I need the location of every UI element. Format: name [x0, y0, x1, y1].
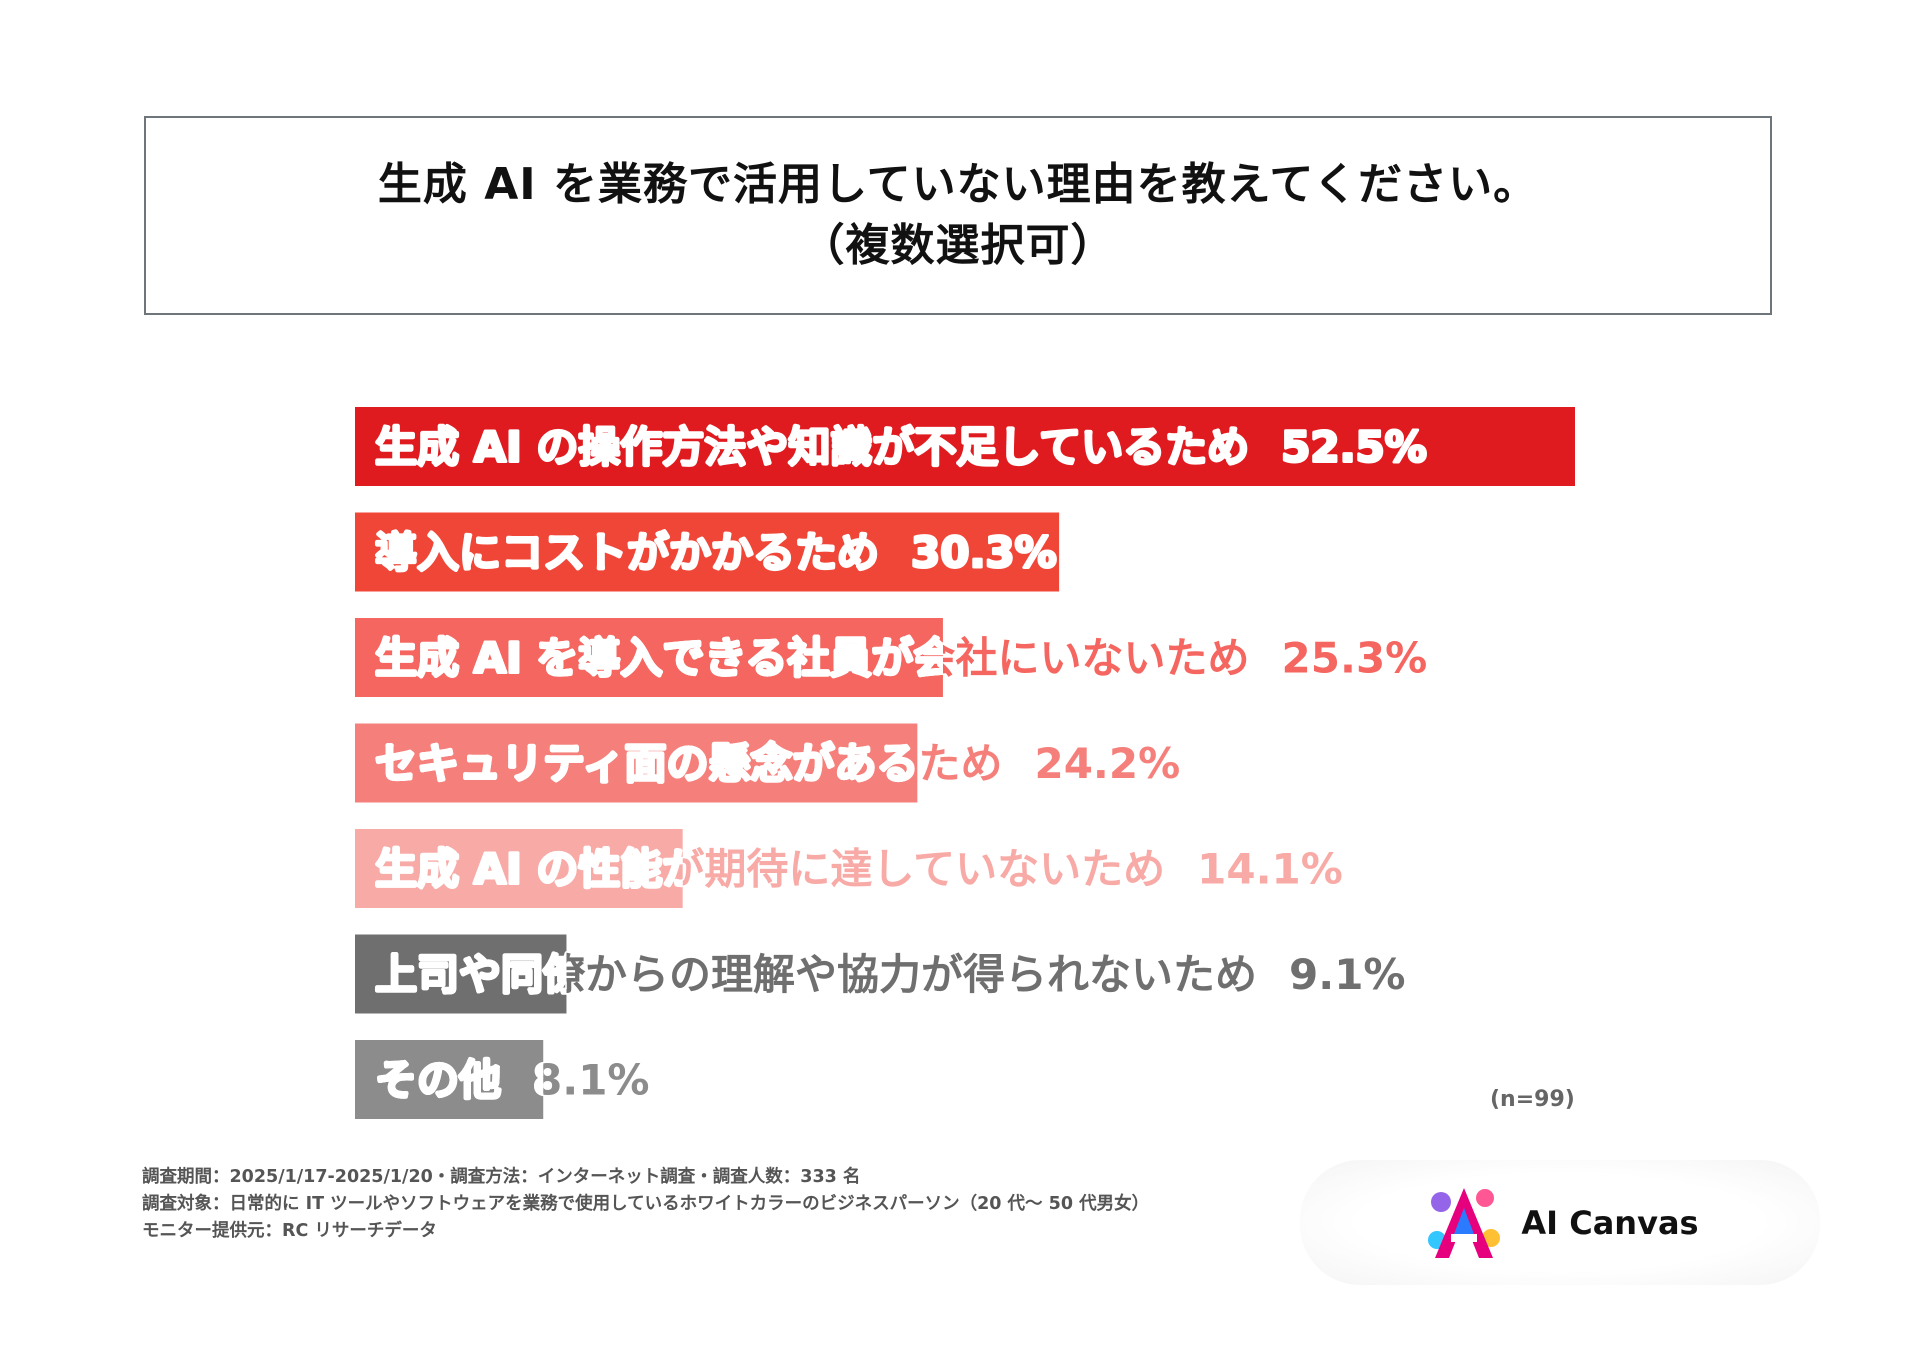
bar-label-1: 生成 AI の操作方法や知識が不足しているため 52.5%	[375, 423, 1427, 472]
ai-canvas-logo-icon	[1428, 1187, 1501, 1258]
sample-size-note: (n=99)	[1490, 1087, 1575, 1112]
title-box: 生成 AI を業務で活用していない理由を教えてください。 （複数選択可）	[144, 116, 1772, 315]
bar-label-5: 生成 AI の性能が期待に達していないため 14.1%	[375, 845, 1343, 894]
bar-value-2: 30.3%	[911, 528, 1057, 577]
bar-value-7: 8.1%	[533, 1056, 649, 1105]
bar-value-4: 24.2%	[1034, 739, 1180, 788]
bar-category-4: セキュリティ面の懸念があるため	[375, 739, 1002, 788]
bar-category-7: その他	[375, 1056, 501, 1105]
bar-6	[355, 934, 567, 1014]
bar-category-7: その他	[375, 1056, 501, 1105]
bar-4	[355, 723, 918, 803]
bar-value-3: 25.3%	[1282, 634, 1428, 683]
bar-category-2: 導入にコストがかかるため	[375, 528, 879, 577]
bar-label-3: 生成 AI を導入できる社員が会社にいないため 25.3%	[375, 634, 1427, 683]
survey-footnotes: 調査期間：2025/1/17-2025/1/20・調査方法：インターネット調査・…	[142, 1164, 1149, 1245]
bar-label-overlay-5: 生成 AI の性能が期待に達していないため 14.1%	[375, 845, 1343, 894]
bar-category-5: 生成 AI の性能が期待に達していないため	[375, 845, 1165, 894]
bar-label-overlay-3: 生成 AI を導入できる社員が会社にいないため 25.3%	[375, 634, 1427, 683]
chart-subtitle: （複数選択可）	[800, 219, 1116, 271]
bar-category-3: 生成 AI を導入できる社員が会社にいないため	[375, 634, 1250, 683]
bar-label-6: 上司や同僚からの理解や協力が得られないため 9.1%	[375, 950, 1406, 999]
bar-category-6: 上司や同僚からの理解や協力が得られないため	[375, 950, 1257, 999]
bar-1	[355, 407, 1575, 486]
bar-category-4: セキュリティ面の懸念があるため	[375, 739, 1002, 788]
bar-value-1: 52.5%	[1281, 423, 1427, 472]
bar-category-1: 生成 AI の操作方法や知識が不足しているため	[375, 423, 1249, 472]
bar-5	[355, 829, 683, 908]
bar-label-overlay-6: 上司や同僚からの理解や協力が得られないため 9.1%	[375, 950, 1406, 999]
bar-category-5: 生成 AI の性能が期待に達していないため	[375, 845, 1165, 894]
bar-label-4: セキュリティ面の懸念があるため 24.2%	[375, 739, 1180, 788]
bar-label-7: その他 8.1%	[375, 1056, 650, 1105]
bar-7	[355, 1040, 544, 1119]
bar-value-5: 14.1%	[1197, 845, 1343, 894]
bar-category-6: 上司や同僚からの理解や協力が得られないため	[375, 950, 1257, 999]
bar-label-overlay-4: セキュリティ面の懸念があるため 24.2%	[375, 739, 1180, 788]
bar-value-6: 9.1%	[1289, 950, 1405, 999]
bar-label-2: 導入にコストがかかるため 30.3%	[375, 528, 1057, 577]
chart-title: 生成 AI を業務で活用していない理由を教えてください。	[377, 158, 1539, 210]
ai-canvas-logo: AI Canvas	[1300, 1160, 1820, 1285]
bar-3	[355, 618, 943, 697]
bar-label-overlay-7: その他 8.1%	[375, 1056, 650, 1105]
footnote-provider: モニター提供元：RC リサーチデータ	[142, 1221, 437, 1241]
footnote-period: 調査期間：2025/1/17-2025/1/20・調査方法：インターネット調査・…	[142, 1167, 861, 1187]
bar-2	[355, 512, 1060, 592]
footnote-target: 調査対象：日常的に IT ツールやソフトウェアを業務で使用しているホワイトカラー…	[142, 1194, 1150, 1214]
bar-value-7: 8.1%	[533, 1056, 649, 1105]
bar-category-3: 生成 AI を導入できる社員が会社にいないため	[375, 634, 1250, 683]
logo-text: AI Canvas	[1521, 1203, 1699, 1242]
